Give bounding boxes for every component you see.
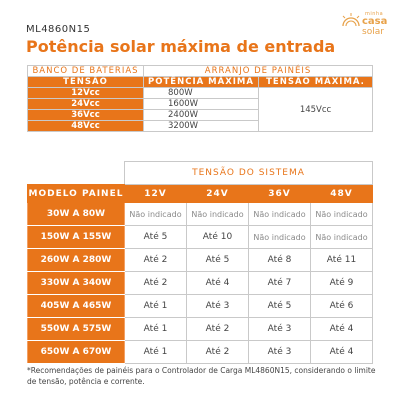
page-title: Potência solar máxima de entrada <box>26 37 336 56</box>
voltage-col-12v: 12V <box>124 184 187 203</box>
max-power-col-header: POTÊNCIA MÁXIMA <box>143 76 259 88</box>
panel-count: Até 4 <box>310 317 373 341</box>
panel-count: Até 8 <box>248 248 311 272</box>
max-power: 3200W <box>143 120 259 132</box>
panel-count: Até 1 <box>124 317 187 341</box>
panel-count: Até 2 <box>124 271 187 295</box>
panel-count: Até 5 <box>124 225 187 249</box>
table-row: 260W A 280W Até 2 Até 5 Até 8 Até 11 <box>27 248 373 272</box>
logo-top-text: minha <box>365 11 384 17</box>
max-voltage-col-header: TENSÃO MÁXIMA. <box>257 76 374 88</box>
panel-count: Não indicado <box>186 202 249 226</box>
panel-count: Até 11 <box>310 248 373 272</box>
max-voltage-value: 145Vcc <box>257 87 374 132</box>
panel-model: 30W A 80W <box>27 202 125 226</box>
panel-count: Não indicado <box>310 202 373 226</box>
table-row: 150W A 155W Até 5 Até 10 Não indicado Nã… <box>27 225 373 249</box>
panel-model-col-header: MODELO PAINEL <box>27 184 125 203</box>
table-row: 650W A 670W Até 1 Até 2 Até 3 Até 4 <box>27 340 373 364</box>
table-row: 30W A 80W Não indicado Não indicado Não … <box>27 202 373 226</box>
panel-model: 550W A 575W <box>27 317 125 341</box>
panel-count: Até 2 <box>124 248 187 272</box>
blank-corner <box>27 161 125 185</box>
panel-model: 150W A 155W <box>27 225 125 249</box>
logo-line2: solar <box>362 27 384 37</box>
battery-bank-header: BANCO DE BATERIAS <box>27 65 144 77</box>
panel-model-table: TENSÃO DO SISTEMA MODELO PAINEL 12V 24V … <box>27 161 373 364</box>
max-power: 1600W <box>143 98 259 110</box>
voltage-col-24v: 24V <box>186 184 249 203</box>
panel-model: 650W A 670W <box>27 340 125 364</box>
panel-count: Até 3 <box>248 317 311 341</box>
panel-count: Até 3 <box>248 340 311 364</box>
table-row: 24Vcc 1600W <box>27 98 373 110</box>
brand-logo: minha casa solar <box>340 10 390 37</box>
panel-array-header: ARRANJO DE PAINÉIS <box>142 65 374 77</box>
voltage-col-48v: 48V <box>310 184 373 203</box>
battery-voltage: 36Vcc <box>27 109 144 121</box>
battery-voltage: 48Vcc <box>27 120 144 132</box>
sun-icon <box>342 13 360 27</box>
battery-voltage: 12Vcc <box>27 87 144 99</box>
panel-count: Até 10 <box>186 225 249 249</box>
panel-count: Até 9 <box>310 271 373 295</box>
footnote: *Recomendações de painéis para o Control… <box>27 366 376 386</box>
voltage-col-header: TENSÃO <box>27 76 144 88</box>
max-power: 2400W <box>143 109 259 121</box>
panel-count: Até 7 <box>248 271 311 295</box>
panel-count: Até 5 <box>248 294 311 318</box>
table-row: 330W A 340W Até 2 Até 4 Até 7 Até 9 <box>27 271 373 295</box>
panel-count: Até 4 <box>310 340 373 364</box>
battery-panel-table: BANCO DE BATERIAS ARRANJO DE PAINÉIS TEN… <box>27 65 374 132</box>
voltage-col-36v: 36V <box>248 184 311 203</box>
panel-count: Não indicado <box>248 202 311 226</box>
panel-count: Até 5 <box>186 248 249 272</box>
panel-count: Até 1 <box>124 340 187 364</box>
table-row: 12Vcc 800W 145Vcc <box>27 87 374 132</box>
panel-count: Até 2 <box>186 317 249 341</box>
model-code: ML4860N15 <box>26 24 91 35</box>
panel-model: 260W A 280W <box>27 248 125 272</box>
panel-model: 330W A 340W <box>27 271 125 295</box>
panel-count: Até 3 <box>186 294 249 318</box>
panel-count: Não indicado <box>310 225 373 249</box>
panel-count: Até 6 <box>310 294 373 318</box>
table-row: 550W A 575W Até 1 Até 2 Até 3 Até 4 <box>27 317 373 341</box>
panel-count: Não indicado <box>248 225 311 249</box>
panel-count: Até 1 <box>124 294 187 318</box>
table-row: 48Vcc 3200W <box>27 120 373 132</box>
panel-count: Não indicado <box>124 202 187 226</box>
table-row: 405W A 465W Até 1 Até 3 Até 5 Até 6 <box>27 294 373 318</box>
max-power: 800W <box>143 87 259 99</box>
battery-voltage: 24Vcc <box>27 98 144 110</box>
panel-count: Até 4 <box>186 271 249 295</box>
panel-model: 405W A 465W <box>27 294 125 318</box>
panel-count: Até 2 <box>186 340 249 364</box>
system-voltage-header: TENSÃO DO SISTEMA <box>124 161 373 185</box>
logo-line1: casa <box>362 16 388 27</box>
